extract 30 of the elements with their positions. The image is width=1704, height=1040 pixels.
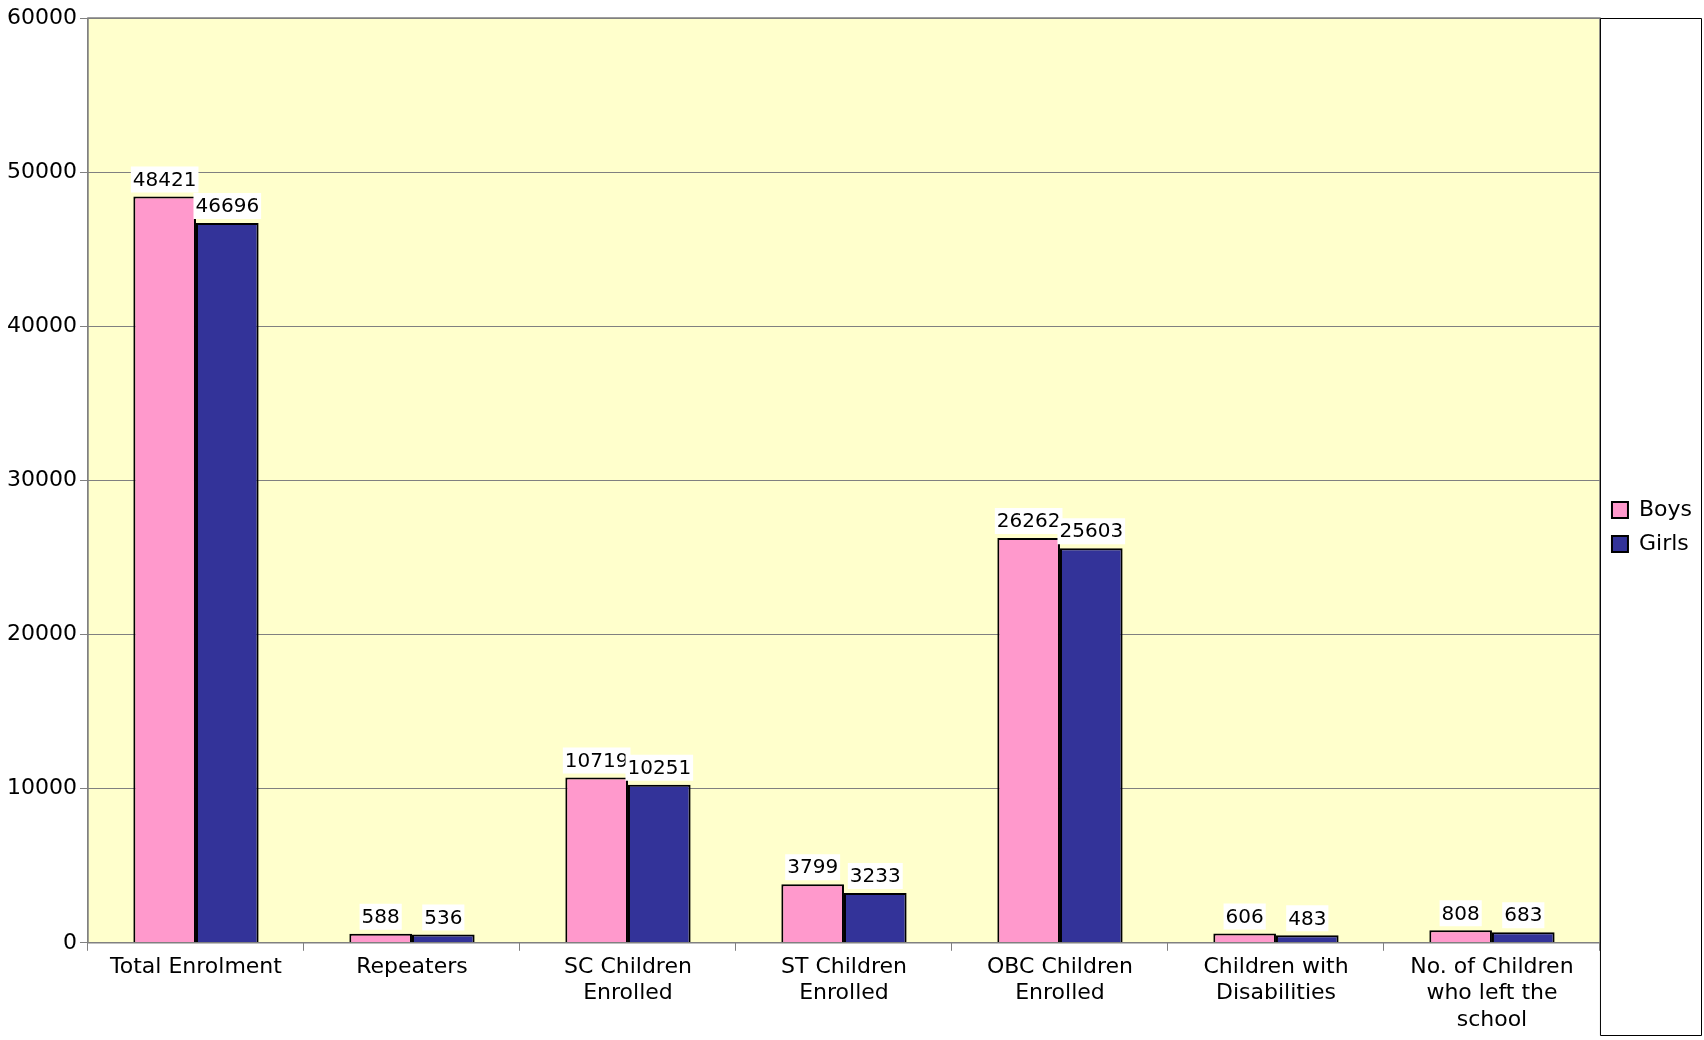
data-label: 536 — [424, 904, 463, 929]
legend-label: Boys — [1638, 495, 1693, 521]
x-tick-label: No. of Children who left the school — [1410, 952, 1574, 1031]
y-tick-label: 20000 — [6, 620, 77, 646]
x-tick-label: Children with Disabilities — [1203, 952, 1349, 1005]
data-label: 588 — [361, 903, 400, 928]
y-tick-label: 0 — [62, 928, 77, 954]
y-tick-label: 40000 — [6, 311, 77, 337]
data-label: 25603 — [1059, 518, 1124, 543]
legend-label: Girls — [1638, 529, 1689, 555]
data-label: 606 — [1225, 903, 1264, 928]
y-tick-label: 60000 — [6, 3, 77, 29]
x-tick-label: OBC Children Enrolled — [987, 952, 1133, 1005]
data-label: 10719 — [564, 747, 629, 772]
x-tick-label: ST Children Enrolled — [781, 952, 907, 1005]
x-tick-label: SC Children Enrolled — [564, 952, 692, 1005]
data-label: 26262 — [996, 508, 1061, 533]
data-label: 808 — [1441, 900, 1480, 925]
data-label: 483 — [1288, 905, 1327, 930]
data-label: 46696 — [195, 193, 260, 218]
x-tick-label: Repeaters — [356, 952, 468, 978]
y-tick-label: 50000 — [6, 157, 77, 183]
data-label: 10251 — [627, 755, 692, 779]
x-tick-label: Total Enrolment — [109, 952, 283, 978]
data-label: 683 — [1504, 902, 1543, 927]
data-label: 3799 — [787, 854, 839, 879]
y-tick-label: 30000 — [6, 466, 77, 492]
y-tick-label: 10000 — [6, 774, 77, 800]
data-label: 3233 — [849, 863, 901, 888]
data-label: 48421 — [132, 166, 197, 191]
